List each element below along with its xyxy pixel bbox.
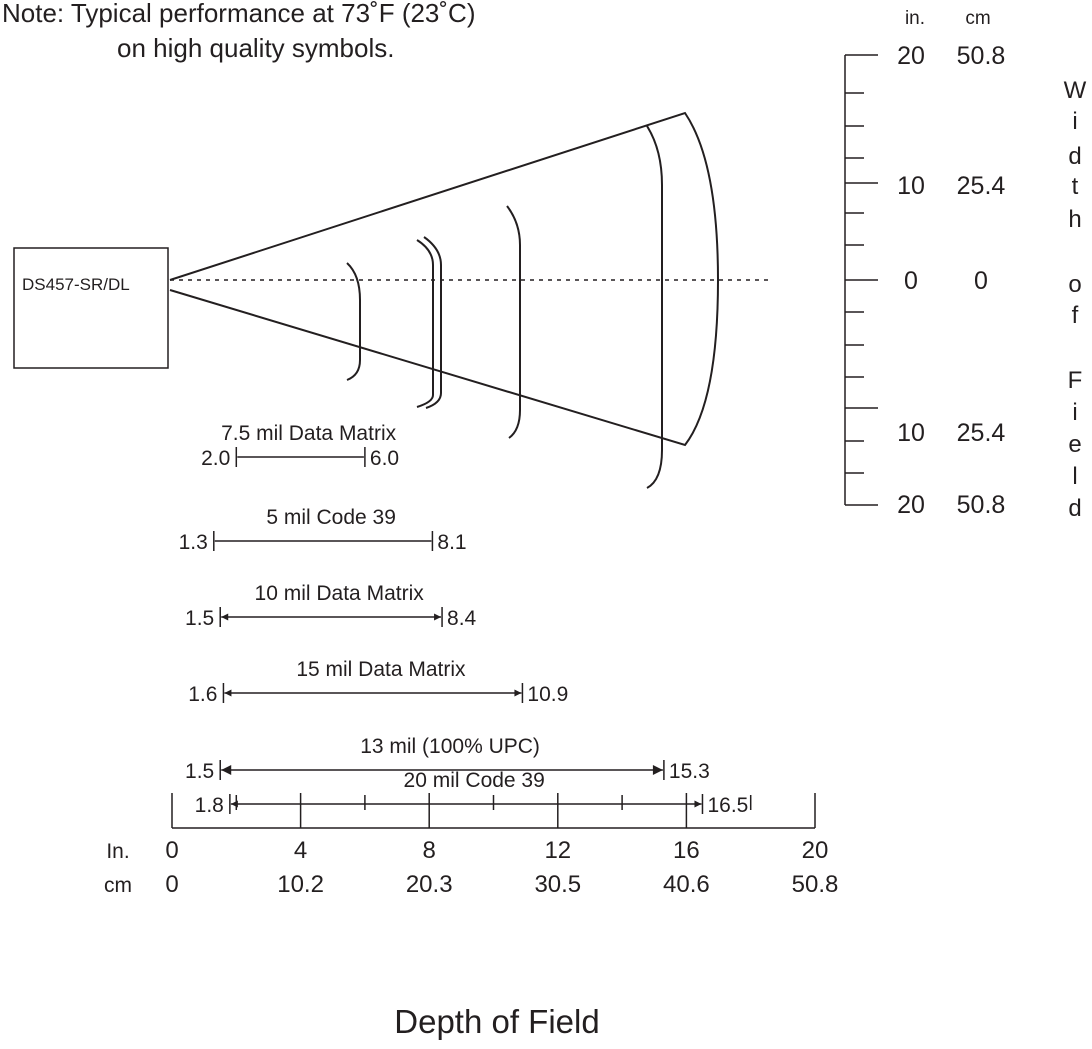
range-far-label: 10.9 <box>527 683 568 706</box>
scanner-box <box>13 247 169 369</box>
width-tick-cm: 50.8 <box>957 42 1006 70</box>
range-bar: 2.0 6.07.5 mil Data Matrix <box>201 422 399 470</box>
depth-tick-label-in: 20 <box>802 837 829 864</box>
range-bar: 1.5 8.4 10 mil Data Matrix <box>185 582 477 630</box>
width-tick-cm: 25.4 <box>957 172 1006 200</box>
width-title-letter: e <box>1068 431 1081 458</box>
note-line-2: on high quality symbols. <box>117 33 394 63</box>
width-tick-in: 20 <box>897 491 925 519</box>
range-near-label: 1.6 <box>188 683 217 706</box>
range-arc-5 <box>646 125 663 489</box>
range-far-label: 6.0 <box>370 447 399 470</box>
depth-tick-label-cm: 20.3 <box>406 871 453 898</box>
range-bar: 1.3 8.1 5 mil Code 39 <box>179 506 467 554</box>
width-tick-cm: 0 <box>974 267 988 295</box>
scan-cone <box>169 111 720 447</box>
range-near-label: 1.3 <box>179 531 208 554</box>
note-line-1: Note: Typical performance at 73˚F (23˚C) <box>2 0 475 28</box>
depth-axis-title: Depth of Field <box>394 1003 599 1040</box>
range-near-label: 1.5 <box>185 607 214 630</box>
depth-tick-label-cm: 0 <box>165 871 178 898</box>
width-tick-cm: 50.8 <box>957 491 1006 519</box>
width-tick-in: 10 <box>897 419 925 447</box>
width-tick-in: 20 <box>897 42 925 70</box>
range-symbol-label: 13 mil (100% UPC) <box>360 735 540 758</box>
width-title-letter: h <box>1068 206 1081 233</box>
width-title-letter: d <box>1068 143 1081 170</box>
range-far-label: 8.1 <box>437 531 466 554</box>
range-arc-2 <box>416 239 434 408</box>
width-unit-in: in. <box>905 8 925 29</box>
depth-tick-label-cm: 10.2 <box>277 871 324 898</box>
range-near-label: 1.5 <box>185 760 214 783</box>
depth-axis <box>171 793 816 829</box>
range-arc-3 <box>423 236 442 409</box>
width-title-letter: l <box>1072 463 1077 490</box>
width-title-letter: o <box>1068 271 1081 298</box>
depth-unit-cm: cm <box>104 874 132 897</box>
range-bars: 2.0 6.07.5 mil Data Matrix 1.3 8.1 5 mil Cod… <box>179 422 749 817</box>
range-far-label: 16.5 <box>707 794 748 817</box>
width-axis <box>844 54 878 506</box>
range-bar: 1.5 15.3 13 mil (100% UPC) <box>185 735 710 783</box>
depth-tick-label-in: 4 <box>294 837 307 864</box>
range-far-label: 15.3 <box>669 760 710 783</box>
range-bar: 1.6 10.9 15 mil Data Matrix <box>188 658 568 706</box>
depth-tick-label-cm: 30.5 <box>534 871 581 898</box>
range-symbol-label: 15 mil Data Matrix <box>296 658 466 681</box>
width-title-letter: t <box>1072 173 1079 200</box>
width-title-letter: i <box>1072 108 1077 135</box>
range-arc-4 <box>506 205 521 439</box>
width-title-letter: F <box>1068 367 1083 394</box>
range-near-label: 1.8 <box>195 794 224 817</box>
depth-unit-in: In. <box>106 840 129 863</box>
range-near-label: 2.0 <box>201 447 230 470</box>
width-tick-cm: 25.4 <box>957 419 1006 447</box>
range-symbol-label: 10 mil Data Matrix <box>255 582 425 605</box>
depth-tick-label-in: 16 <box>673 837 700 864</box>
depth-tick-label-in: 8 <box>423 837 436 864</box>
depth-tick-label-cm: 50.8 <box>792 871 839 898</box>
depth-tick-label-in: 12 <box>544 837 571 864</box>
width-title-letter: d <box>1068 495 1081 522</box>
range-symbol-label: 7.5 mil Data Matrix <box>221 422 397 445</box>
width-title-letter: W <box>1064 77 1087 104</box>
width-unit-cm: cm <box>965 8 990 29</box>
depth-tick-label-in: 0 <box>165 837 178 864</box>
range-arc-1 <box>346 262 361 381</box>
range-bar: 1.8 16.5 20 mil Code 39 <box>195 769 749 817</box>
range-symbol-label: 5 mil Code 39 <box>266 506 396 529</box>
range-far-label: 8.4 <box>447 607 477 630</box>
width-title-letter: f <box>1072 302 1079 329</box>
range-symbol-label: 20 mil Code 39 <box>404 769 545 792</box>
width-tick-in: 0 <box>904 267 918 295</box>
scanner-label: DS457-SR/DL <box>22 275 130 294</box>
width-title-letter: i <box>1072 399 1077 426</box>
width-tick-in: 10 <box>897 172 925 200</box>
depth-tick-labels: 0 0 4 10.2 8 20.3 12 30.5 16 40.6 20 50.8 <box>165 837 838 898</box>
depth-tick-label-cm: 40.6 <box>663 871 710 898</box>
